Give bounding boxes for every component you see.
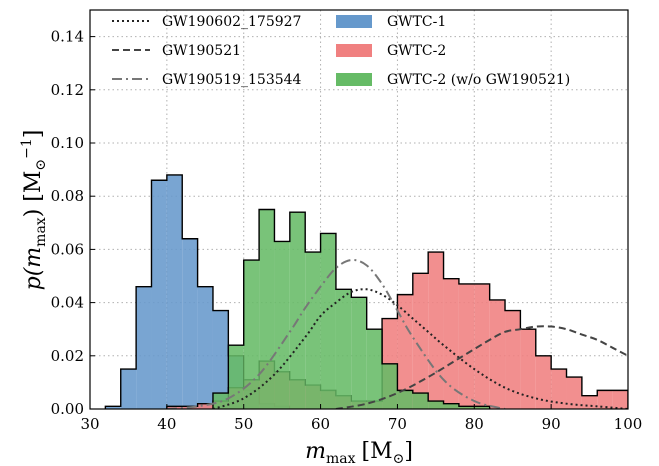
legend-item-gw190602: GW190602_175927 — [112, 14, 301, 30]
legend-swatch-gwtc1 — [336, 15, 372, 28]
y-tick-label: 0.14 — [51, 28, 84, 46]
legend-label: GW190602_175927 — [162, 14, 301, 30]
curve-0 — [212, 288, 628, 409]
legend-label: GWTC-1 — [387, 14, 446, 30]
histogram-bar — [458, 283, 475, 409]
histogram-bar — [228, 345, 244, 409]
histogram-bar — [182, 238, 198, 409]
legend-item-gwtc2-wo: GWTC-2 (w/o GW190521) — [336, 72, 570, 88]
x-axis-ticks: 30 40 50 60 70 80 90 100 — [80, 404, 642, 433]
x-tick-label: 60 — [311, 415, 330, 433]
histogram-bar — [612, 390, 628, 409]
legend-label: GWTC-2 (w/o GW190521) — [387, 72, 570, 88]
histogram-bar — [443, 403, 459, 409]
histogram-bar — [259, 209, 275, 409]
histogram-bar — [428, 252, 444, 409]
histogram-bar — [335, 289, 352, 409]
y-tick-label: 0.06 — [51, 240, 84, 258]
histogram-bar — [474, 283, 490, 409]
x-tick-label: 30 — [80, 415, 99, 433]
legend-swatch-gwtc2 — [336, 44, 372, 57]
curve-2 — [166, 258, 506, 409]
histogram-bar — [505, 310, 521, 409]
legend-swatch-gwtc2-wo — [336, 73, 372, 86]
histogram-bar — [458, 406, 475, 409]
histogram-bar — [243, 260, 260, 409]
histogram-bar — [105, 406, 121, 409]
histogram-bar — [566, 377, 582, 409]
histogram-bar — [412, 273, 429, 409]
y-tick-label: 0.02 — [51, 347, 84, 365]
histogram-bar — [197, 403, 213, 409]
histogram-bar — [535, 355, 552, 409]
histogram-bar — [120, 369, 137, 409]
histogram-bar — [274, 241, 290, 409]
curve-1 — [335, 325, 628, 409]
histogram-bar — [136, 286, 152, 409]
legend-label: GW190519_153544 — [162, 72, 302, 88]
histogram-bar — [474, 406, 490, 409]
histogram-bar — [520, 329, 536, 409]
histogram-bar — [597, 390, 613, 409]
x-tick-label: 70 — [388, 415, 407, 433]
legend: GW190602_175927 GW190521 GW190519_153544… — [112, 14, 570, 88]
legend-item-gwtc2: GWTC-2 — [336, 43, 446, 59]
histogram-series-0 — [104, 174, 291, 409]
histogram-bar — [212, 310, 229, 409]
histogram-bar — [551, 369, 567, 409]
x-axis-title: mmax [M⊙] — [305, 439, 413, 466]
y-tick-label: 0.04 — [51, 294, 84, 312]
histogram-bar — [351, 297, 367, 409]
x-tick-label: 80 — [465, 415, 484, 433]
histogram-bar — [397, 390, 413, 409]
posterior-curves — [166, 258, 628, 409]
y-axis-title: p(mmax) [M⊙−1] — [19, 130, 49, 291]
histogram-bar — [197, 286, 213, 409]
histogram-outline — [212, 208, 491, 409]
histogram-bar — [428, 401, 444, 409]
y-tick-label: 0.00 — [51, 400, 84, 418]
histogram-bar — [305, 252, 321, 409]
x-tick-label: 40 — [157, 415, 176, 433]
histogram-bar — [382, 363, 398, 409]
x-tick-label: 90 — [542, 415, 561, 433]
histogram-bar — [289, 212, 306, 409]
y-tick-label: 0.10 — [51, 134, 84, 152]
legend-item-gwtc1: GWTC-1 — [336, 14, 446, 30]
legend-item-gw190519: GW190519_153544 — [112, 72, 302, 88]
histogram-bar — [397, 294, 413, 409]
x-tick-label: 50 — [234, 415, 253, 433]
plot-frame — [89, 9, 629, 410]
y-axis-ticks: 0.00 0.02 0.04 0.06 0.08 0.10 0.12 0.14 — [51, 28, 95, 418]
y-tick-label: 0.12 — [51, 81, 84, 99]
histogram-bar — [151, 180, 167, 409]
histogram-bar — [320, 233, 336, 409]
legend-item-gw190521: GW190521 — [112, 43, 241, 59]
y-tick-label: 0.08 — [51, 187, 84, 205]
x-tick-label: 100 — [614, 415, 643, 433]
histogram-bar — [489, 299, 506, 409]
legend-label: GW190521 — [162, 43, 241, 59]
histogram-bar — [581, 395, 598, 409]
legend-label: GWTC-2 — [387, 43, 446, 59]
histogram-bar — [443, 278, 459, 409]
histogram-bar — [166, 174, 183, 409]
histogram-bar — [366, 329, 383, 409]
histogram-bar — [412, 393, 429, 409]
